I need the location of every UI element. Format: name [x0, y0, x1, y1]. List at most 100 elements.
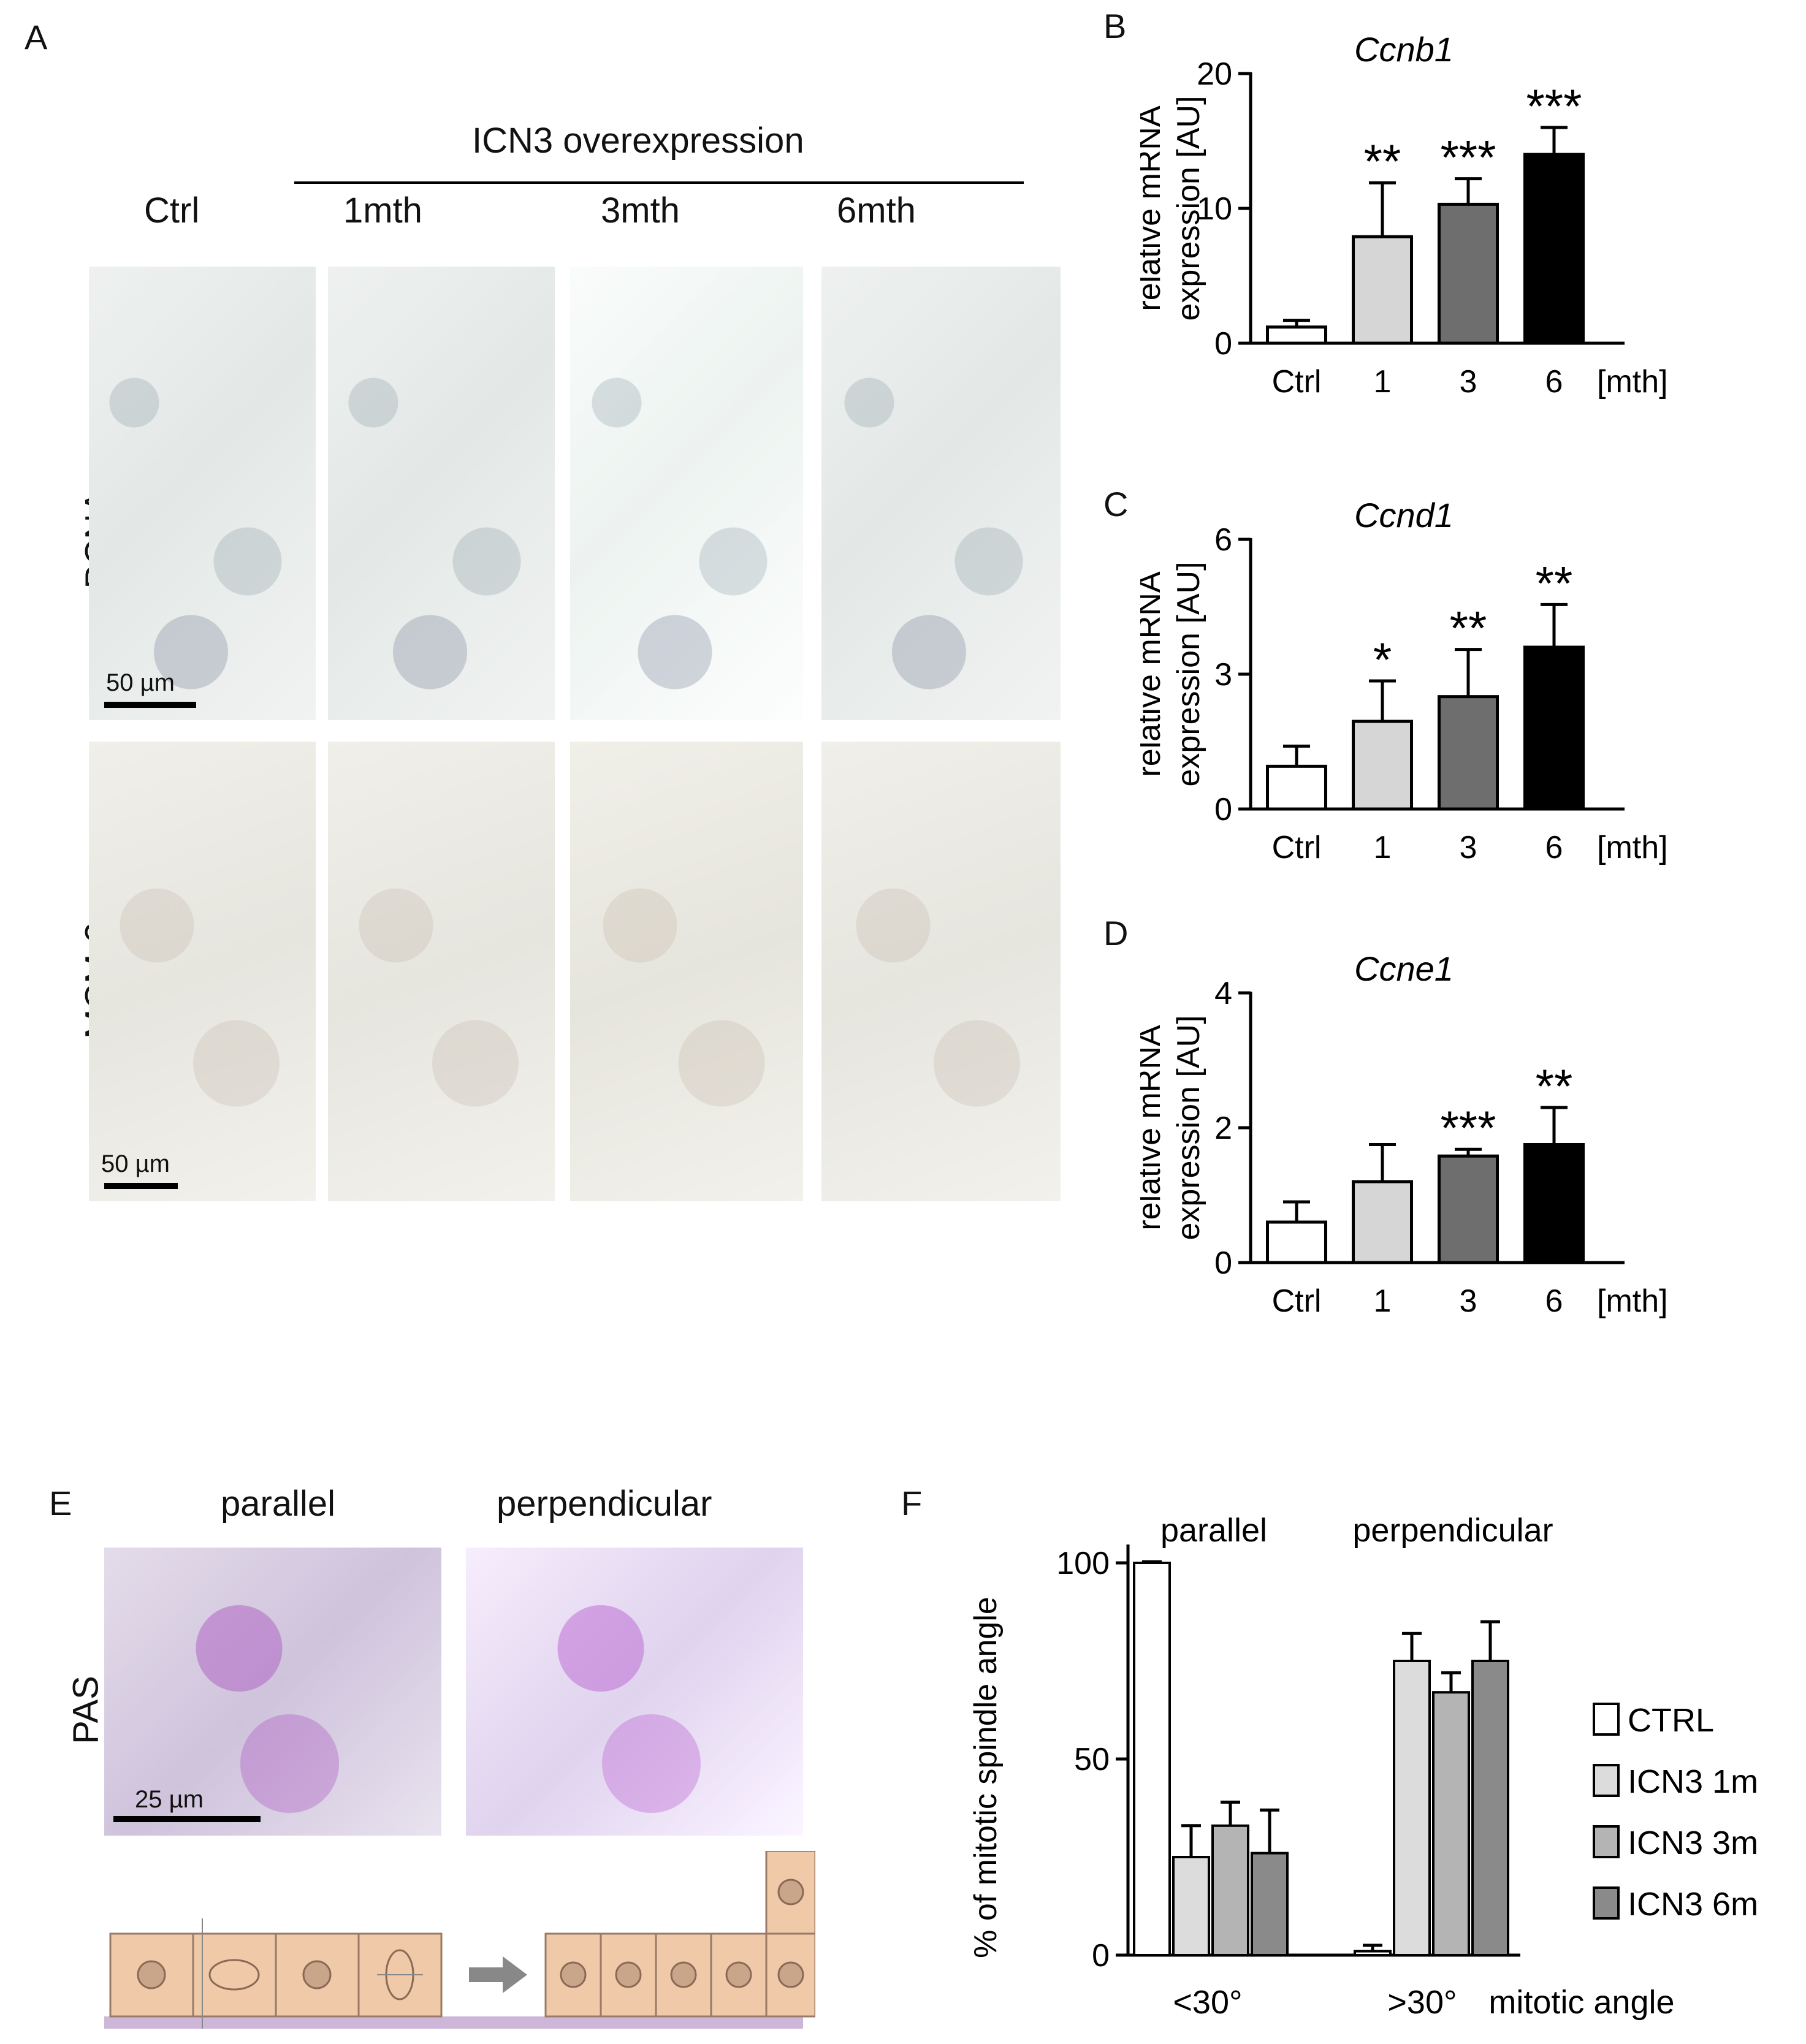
scale-bar [104, 702, 196, 708]
x-tick-label: 3 [1460, 364, 1477, 400]
y-tick-label: 2 [1214, 1111, 1232, 1146]
bar-Ctrl [1266, 1220, 1327, 1264]
x-tick-label: 6 [1545, 364, 1563, 400]
scale-bar-label: 50 µm [101, 1150, 170, 1177]
x-tick-label: 3 [1460, 1283, 1477, 1319]
parallel-epithelium [109, 1918, 443, 2029]
y-axis-label: relative mRNA expression [AU] [1140, 96, 1206, 321]
y-tick-label: 3 [1214, 657, 1232, 693]
column-label-perpendicular: perpendicular [497, 1484, 712, 1524]
significance-label: ** [1536, 1059, 1573, 1113]
y-tick-label: 4 [1214, 976, 1232, 1011]
column-label-parallel: parallel [221, 1484, 335, 1524]
spindle-orientation-schematic [104, 1851, 815, 2029]
y-tick-label: 0 [1214, 1245, 1232, 1281]
panel-label-f: F [901, 1484, 923, 1522]
overexpression-header: ICN3 overexpression [472, 121, 804, 161]
bar-3 [1438, 1154, 1499, 1264]
bar-Ctrl [1266, 325, 1327, 345]
y-axis-label: % of mitotic spindle angle [968, 1597, 1004, 1958]
x-tick-label: <30° [1173, 1984, 1242, 2021]
bar-Ctrl [1266, 764, 1327, 811]
bar-3 [1438, 202, 1499, 345]
x-tick-label: 3 [1460, 830, 1477, 865]
x-tick-label: 1 [1374, 830, 1392, 865]
legend-swatch [1593, 1764, 1620, 1797]
panel-label-d: D [1103, 914, 1129, 952]
x-tick-label: >30° [1387, 1984, 1457, 2021]
y-tick-label: 50 [1074, 1742, 1110, 1777]
column-label-3mth: 3mth [601, 191, 680, 230]
legend-label: ICN3 6m [1628, 1886, 1758, 1923]
scale-bar-label: 25 µm [135, 1786, 204, 1813]
significance-label: * [1373, 633, 1392, 686]
bar-icn3-1m [1172, 1856, 1210, 1956]
y-axis-label-line: expression [AU] [1171, 96, 1206, 321]
y-tick-label: 0 [1214, 792, 1232, 827]
header-underline [294, 181, 1024, 184]
pcna-1mth-image [328, 267, 555, 720]
row-label-pas: PAS [66, 1676, 106, 1744]
significance-label: ** [1450, 601, 1487, 655]
x-tick-label: Ctrl [1272, 364, 1322, 400]
group-title-perpendicular: perpendicular [1352, 1512, 1553, 1549]
x-tick-label: 6 [1545, 1283, 1563, 1319]
panel-label-b: B [1103, 7, 1127, 45]
arrow-icon [469, 1956, 527, 1993]
bar-6 [1523, 645, 1585, 811]
scale-bar-label: 50 µm [106, 669, 175, 696]
bar-6 [1523, 1143, 1585, 1264]
column-label-6mth: 6mth [837, 191, 916, 230]
significance-label: *** [1440, 1101, 1496, 1155]
chart-f-spindle-angle: 0 50 100 % of mitotic spindle angle parallel… [968, 1512, 1758, 2021]
chart-title: Ccne1 [1354, 949, 1454, 988]
x-tick-label: Ctrl [1272, 830, 1322, 865]
significance-label: *** [1526, 79, 1582, 133]
y-tick-label: 0 [1214, 326, 1232, 362]
y-axis-label-line: relative mRNA [1140, 105, 1167, 311]
column-label-ctrl: Ctrl [144, 191, 200, 230]
bar-icn3-6m [1251, 1852, 1289, 1956]
legend-swatch [1593, 1703, 1620, 1736]
pcna-3mth-image [570, 267, 803, 720]
scale-bar [113, 1816, 261, 1822]
bar-icn3-6m [1471, 1660, 1509, 1956]
group-title-parallel: parallel [1160, 1512, 1267, 1549]
significance-label: *** [1440, 131, 1496, 184]
panel-label-c: C [1103, 485, 1129, 523]
significance-label: ** [1536, 556, 1573, 610]
chart-title: Ccnd1 [1354, 496, 1454, 534]
y-tick-label: 6 [1214, 522, 1232, 558]
mcm2-6mth-image [821, 742, 1061, 1201]
legend-swatch [1593, 1886, 1620, 1920]
x-unit-label: [mth] [1597, 364, 1668, 400]
y-axis-label-line: expression [AU] [1171, 1015, 1206, 1240]
y-axis-label: relative mRNA expression [AU] [1140, 561, 1206, 786]
y-axis-label-line: expression [AU] [1171, 561, 1206, 786]
y-axis-label-line: relative mRNA [1140, 571, 1167, 777]
bar-6 [1523, 153, 1585, 345]
y-axis-label: relative mRNA expression [AU] [1140, 1015, 1206, 1240]
basement-membrane [104, 2016, 803, 2029]
x-tick-label: 6 [1545, 830, 1563, 865]
legend-swatch [1593, 1825, 1620, 1858]
mcm2-3mth-image [570, 742, 803, 1201]
panel-label-e: E [49, 1484, 72, 1522]
x-tick-label: 1 [1374, 364, 1392, 400]
x-unit-label: [mth] [1597, 1283, 1668, 1319]
column-label-1mth: 1mth [343, 191, 422, 230]
bar-1 [1352, 1180, 1413, 1264]
panel-label-a: A [25, 18, 48, 56]
bar-1 [1352, 720, 1413, 811]
y-axis-label-line: relative mRNA [1140, 1025, 1167, 1230]
y-tick-label: 0 [1092, 1938, 1110, 1974]
chart-b-ccnb1: Ccnb1 0 10 20 relative mRNA expression [AU] Ct… [1140, 30, 1668, 400]
bar-ctrl [1354, 1950, 1392, 1956]
legend-label: ICN3 1m [1628, 1763, 1758, 1800]
pas-perpendicular-image [466, 1548, 803, 1836]
mcm2-1mth-image [328, 742, 555, 1201]
legend-label: CTRL [1628, 1702, 1714, 1739]
bar-ctrl [1133, 1562, 1171, 1956]
